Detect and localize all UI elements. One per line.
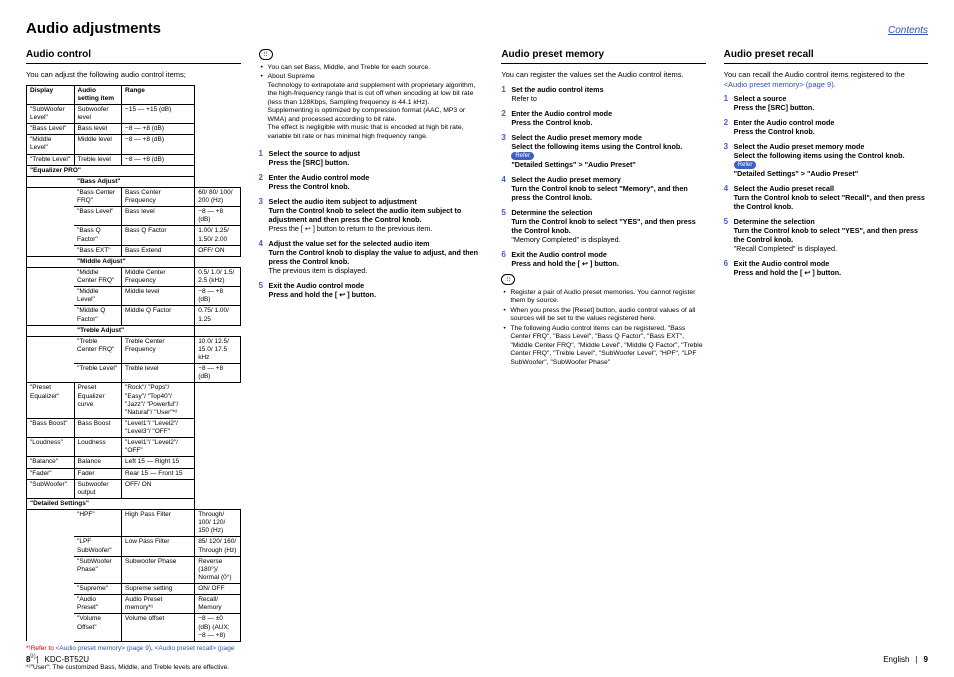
steps-preset-recall: Select a sourcePress the [SRC] button.En… xyxy=(724,94,928,277)
note-list: You can set Bass, Middle, and Treble for… xyxy=(259,64,484,141)
page-num-right: 9 xyxy=(924,655,928,665)
intro-preset-memory: You can register the values set the Audi… xyxy=(501,70,705,79)
note-icon: ⁝⁝ xyxy=(501,274,515,285)
model-name: KDC-BT52U xyxy=(45,655,89,665)
steps-preset-memory: Set the audio control itemsRefer to (pag… xyxy=(501,85,705,268)
steps-audio-control: Select the source to adjustPress the [SR… xyxy=(259,149,484,299)
note-icon: ⁝⁝ xyxy=(259,49,273,60)
col-audio-control: Audio control You can adjust the followi… xyxy=(26,49,241,672)
col-notes-steps: ⁝⁝ You can set Bass, Middle, and Treble … xyxy=(259,49,484,672)
col-preset-recall: Audio preset recall You can recall the A… xyxy=(724,49,928,672)
lang: English xyxy=(883,655,909,665)
notes-preset-memory: Register a pair of Audio preset memories… xyxy=(501,289,705,367)
page-title: Audio adjustments xyxy=(26,20,161,39)
heading-preset-recall: Audio preset recall xyxy=(724,49,928,65)
audio-table: DisplayAudio setting itemRange "SubWoofe… xyxy=(26,85,241,642)
intro-preset-recall: You can recall the Audio control items r… xyxy=(724,70,928,89)
footer: 8 | KDC-BT52U English | 9 xyxy=(26,655,928,665)
page-num-left: 8 xyxy=(26,655,30,665)
col-preset-memory: Audio preset memory You can register the… xyxy=(501,49,705,672)
heading-preset-memory: Audio preset memory xyxy=(501,49,705,65)
contents-link[interactable]: Contents xyxy=(888,25,928,38)
footnote-2: *²"User": The customized Bass, Middle, a… xyxy=(26,664,241,672)
heading-audio-control: Audio control xyxy=(26,49,241,65)
intro-text: You can adjust the following audio contr… xyxy=(26,70,241,79)
